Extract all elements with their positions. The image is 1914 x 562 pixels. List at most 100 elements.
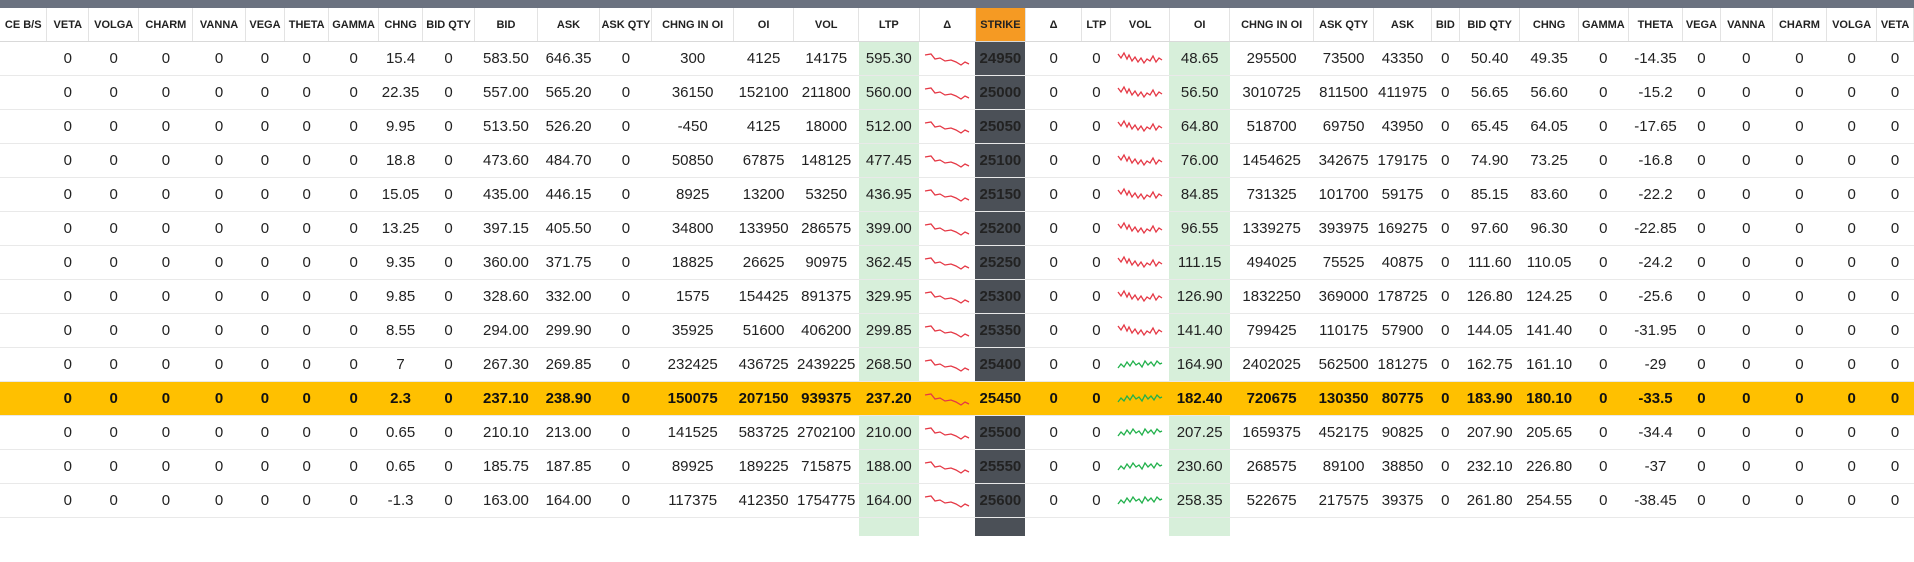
pe-veta-cell: 0 (1876, 177, 1914, 212)
ce-vega-cell: 0 (245, 245, 285, 280)
table-row[interactable]: 0 0 0 0 0 0 0 18.8 0 473.60 484.70 0 50850 67875 14812… (0, 143, 1914, 178)
pe-veta-cell: 0 (1876, 449, 1914, 484)
table-row[interactable]: 0 0 0 0 0 0 0 0.65 0 185.75 187.85 0 89925 189225 7158… (0, 449, 1914, 484)
ce-volga-cell: 0 (88, 313, 139, 348)
col-header-pe-ask-qty[interactable]: ASK QTY (1313, 8, 1375, 42)
col-header-ce-veta[interactable]: VETA (46, 8, 90, 42)
ce-ask-cell: 299.90 (537, 313, 600, 348)
pe-ltp-cell: 0 (1081, 313, 1111, 348)
pe-chng-cell: 49.35 (1519, 41, 1579, 76)
partial-row-cell (1111, 518, 1169, 537)
col-header-pe-oi[interactable]: OI (1169, 8, 1231, 42)
pe-ask-cell: 181275 (1373, 347, 1432, 382)
ce-charm-cell: 0 (138, 245, 193, 280)
col-header-ce-volga[interactable]: VOLGA (88, 8, 140, 42)
strike-cell: 25400 (975, 347, 1026, 382)
table-row[interactable]: 0 0 0 0 0 0 0 13.25 0 397.15 405.50 0 34800 133950 286… (0, 211, 1914, 246)
col-header-ce-vega[interactable]: VEGA (245, 8, 286, 42)
ce-oi-cell: 154425 (733, 279, 794, 314)
table-row[interactable]: 0 0 0 0 0 0 0 22.35 0 557.00 565.20 0 36150 152100 211… (0, 75, 1914, 110)
col-header-ce-chng[interactable]: CHNG (378, 8, 423, 42)
ce-gamma-cell: 0 (328, 41, 379, 76)
pe-ask-qty-cell: 89100 (1313, 449, 1374, 484)
table-row[interactable]: 0 0 0 0 0 0 0 9.35 0 360.00 371.75 0 18825 26625 90975… (0, 245, 1914, 280)
col-header-ce-oi[interactable]: OI (733, 8, 795, 42)
col-header-pe-veta[interactable]: VETA (1876, 8, 1914, 42)
ce-ask-cell: 405.50 (537, 211, 600, 246)
ce-chng-oi-cell: 18825 (651, 245, 734, 280)
pe-bid-qty-cell: 50.40 (1459, 41, 1520, 76)
ce-volga-cell: 0 (88, 449, 139, 484)
ce-bid-qty-cell: 0 (422, 381, 475, 416)
col-header-pe-vega[interactable]: VEGA (1682, 8, 1721, 42)
pe-charm-cell: 0 (1772, 41, 1827, 76)
col-header-ce-delta[interactable]: Δ (919, 8, 976, 42)
col-header-pe-theta[interactable]: THETA (1628, 8, 1684, 42)
col-header-pe-chng[interactable]: CHNG (1519, 8, 1579, 42)
table-row[interactable]: 0 0 0 0 0 0 0 8.55 0 294.00 299.90 0 35925 51600 40620… (0, 313, 1914, 348)
col-header-ce-ltp[interactable]: LTP (858, 8, 920, 42)
table-row[interactable]: 0 0 0 0 0 0 0 0.65 0 210.10 213.00 0 141525 583725 270… (0, 415, 1914, 450)
col-header-pe-chng-in-oi[interactable]: CHNG IN OI (1229, 8, 1314, 42)
ce-vega-cell: 0 (245, 211, 285, 246)
col-header-pe-bid-qty[interactable]: BID QTY (1459, 8, 1521, 42)
ce-sparkline (925, 290, 970, 304)
col-header-pe-ltp[interactable]: LTP (1081, 8, 1112, 42)
col-header-ce-gamma[interactable]: GAMMA (328, 8, 380, 42)
ce-chng-oi-cell: 89925 (651, 449, 734, 484)
pe-oi-cell: 76.00 (1169, 143, 1230, 178)
ce-volga-cell: 0 (88, 75, 139, 110)
table-row[interactable]: 0 0 0 0 0 0 0 7 0 267.30 269.85 0 232425 436725 243922… (0, 347, 1914, 382)
col-header-strike[interactable]: STRIKE (975, 8, 1026, 42)
pe-ask-qty-cell: 393975 (1313, 211, 1374, 246)
col-header-ce-vanna[interactable]: VANNA (192, 8, 246, 42)
ce-chng-oi-cell: -450 (651, 109, 734, 144)
col-header-ce-bid-qty[interactable]: BID QTY (422, 8, 476, 42)
partial-row-cell (1459, 518, 1520, 537)
col-header-ce-charm[interactable]: CHARM (138, 8, 194, 42)
pe-oi-cell: 64.80 (1169, 109, 1230, 144)
ce-oi-cell: 189225 (733, 449, 794, 484)
ce-ask-qty-cell: 0 (599, 211, 652, 246)
table-row[interactable]: 0 0 0 0 0 0 0 15.05 0 435.00 446.15 0 8925 13200 53250… (0, 177, 1914, 212)
col-header-pe-bid[interactable]: BID (1431, 8, 1460, 42)
ce-vol-cell: 939375 (793, 381, 859, 416)
col-header-pe-charm[interactable]: CHARM (1772, 8, 1828, 42)
pe-vanna-cell: 0 (1720, 347, 1773, 382)
col-header-pe-delta[interactable]: Δ (1025, 8, 1083, 42)
col-header-ce-chng-in-oi[interactable]: CHNG IN OI (651, 8, 734, 42)
pe-vega-cell: 0 (1682, 41, 1721, 76)
partial-row-cell (600, 518, 652, 537)
col-header-ce-ask[interactable]: ASK (537, 8, 601, 42)
table-row[interactable]: 0 0 0 0 0 0 0 9.85 0 328.60 332.00 0 1575 154425 89137… (0, 279, 1914, 314)
partial-row-cell (537, 518, 600, 537)
col-header-ce-vol[interactable]: VOL (793, 8, 860, 42)
ce-bid-qty-cell: 0 (422, 109, 475, 144)
col-header-pe-gamma[interactable]: GAMMA (1578, 8, 1629, 42)
col-header-pe-volga[interactable]: VOLGA (1826, 8, 1878, 42)
col-header-pe-ask[interactable]: ASK (1373, 8, 1432, 42)
pe-chng-oi-cell: 2402025 (1229, 347, 1314, 382)
ce-bid-cell: 163.00 (474, 483, 538, 518)
pe-vanna-cell: 0 (1720, 177, 1773, 212)
partial-row-cell (0, 518, 47, 537)
ce-chng-cell: 9.85 (378, 279, 423, 314)
ce-vol-cell: 211800 (793, 75, 859, 110)
col-header-ce-bs[interactable]: CE B/S (0, 8, 48, 42)
ce-ltp-cell: 362.45 (858, 245, 920, 280)
atm-row[interactable]: 0 0 0 0 0 0 0 2.3 0 237.10 238.90 0 150075 207150 9393… (0, 381, 1914, 416)
pe-gamma-cell: 0 (1578, 75, 1629, 110)
ce-ask-qty-cell: 0 (599, 177, 652, 212)
col-header-pe-vanna[interactable]: VANNA (1720, 8, 1773, 42)
table-row[interactable]: 0 0 0 0 0 0 0 15.4 0 583.50 646.35 0 300 4125 14175 595… (0, 41, 1914, 76)
table-row[interactable]: 0 0 0 0 0 0 0 9.95 0 513.50 526.20 0 -450 4125 18000 51… (0, 109, 1914, 144)
table-row[interactable]: 0 0 0 0 0 0 0 -1.3 0 163.00 164.00 0 117375 412350 175… (0, 483, 1914, 518)
col-header-ce-bid[interactable]: BID (474, 8, 538, 42)
pe-bid-qty-cell: 111.60 (1459, 245, 1520, 280)
ce-ask-cell: 238.90 (537, 381, 600, 416)
col-header-pe-vol[interactable]: VOL (1110, 8, 1170, 42)
ce-ltp-cell: 512.00 (858, 109, 920, 144)
ce-gamma-cell: 0 (328, 449, 379, 484)
col-header-ce-theta[interactable]: THETA (284, 8, 330, 42)
col-header-ce-ask-qty[interactable]: ASK QTY (599, 8, 653, 42)
